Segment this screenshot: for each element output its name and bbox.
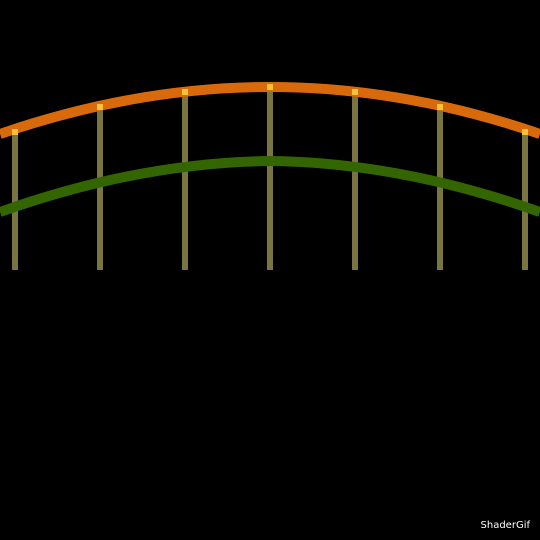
post-highlight-6: [437, 104, 443, 110]
posts-group: [12, 88, 528, 270]
post-highlight-7: [522, 129, 528, 135]
lower-arc: [0, 155, 540, 217]
post-highlight-1: [12, 129, 18, 135]
post-highlight-3: [182, 89, 188, 95]
watermark: ShaderGif: [480, 520, 530, 531]
highlights-group: [12, 84, 528, 135]
post-highlight-2: [97, 104, 103, 110]
post-highlight-4: [267, 84, 273, 90]
post-highlight-5: [352, 89, 358, 95]
